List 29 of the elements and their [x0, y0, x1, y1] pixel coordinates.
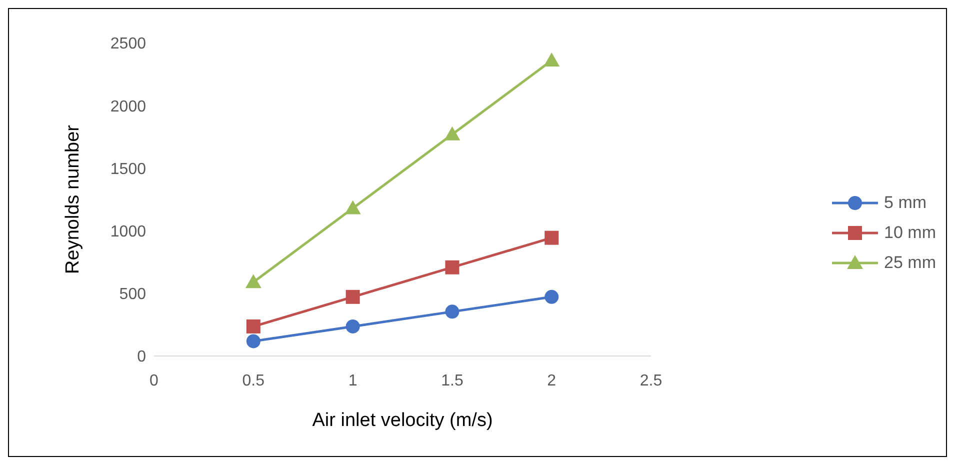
point — [344, 200, 361, 214]
legend-label: 25 mm — [884, 252, 936, 272]
point — [246, 334, 260, 348]
x-axis-title: Air inlet velocity (m/s) — [312, 410, 493, 431]
y-axis-title: Reynolds number — [62, 124, 84, 274]
x-tick-label: 0.5 — [242, 372, 265, 390]
legend-label: 10 mm — [884, 222, 936, 242]
y-tick-label: 500 — [119, 286, 146, 304]
legend-label: 5 mm — [884, 192, 927, 212]
y-tick-label: 1500 — [110, 160, 146, 178]
point — [246, 319, 260, 334]
y-tick-label: 0 — [137, 348, 146, 366]
point — [544, 52, 560, 67]
x-tick-label: 2 — [547, 372, 556, 390]
point — [445, 304, 460, 319]
x-tick-label: 0 — [150, 372, 159, 390]
point — [346, 319, 360, 334]
x-tick-label: 2.5 — [640, 372, 662, 390]
point — [444, 126, 460, 140]
point — [544, 290, 559, 304]
point — [445, 260, 460, 274]
x-tick-label: 1.5 — [441, 372, 464, 390]
point — [346, 290, 360, 304]
point — [544, 230, 559, 245]
y-tick-label: 1000 — [110, 223, 146, 240]
x-tick-label: 1 — [348, 372, 358, 390]
point — [245, 274, 262, 288]
y-tick-label: 2000 — [110, 98, 146, 116]
y-tick-label: 2500 — [110, 36, 146, 53]
